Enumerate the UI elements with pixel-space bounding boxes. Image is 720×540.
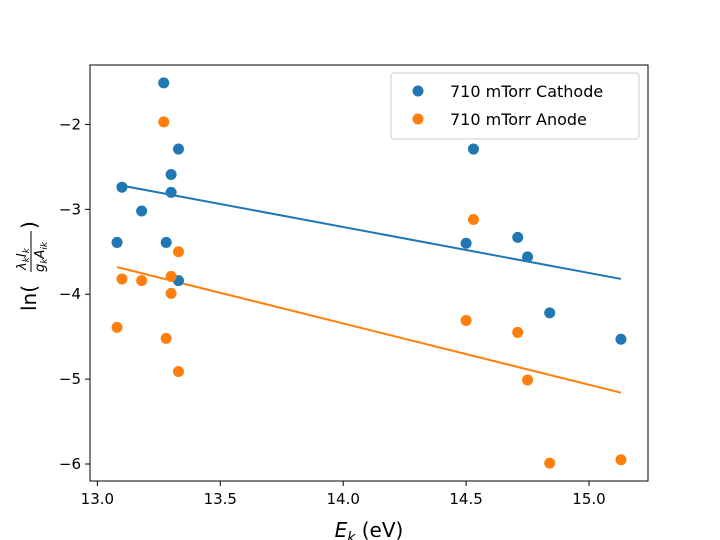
data-point-cathode xyxy=(172,143,184,155)
legend-marker-anode xyxy=(412,113,424,125)
data-point-cathode xyxy=(544,307,556,319)
data-point-anode xyxy=(116,273,128,285)
data-point-anode xyxy=(136,275,148,287)
data-point-cathode xyxy=(165,186,177,198)
fit-line-cathode xyxy=(116,183,622,280)
data-point-anode xyxy=(544,457,556,469)
data-point-cathode xyxy=(136,205,148,217)
y-tick-label: −4 xyxy=(59,285,81,303)
legend-box xyxy=(390,72,640,140)
x-axis-ticks: 13.0 13.5 14.0 14.5 15.0 xyxy=(81,481,606,508)
x-tick-label: 15.0 xyxy=(572,490,605,508)
x-tick-label: 13.5 xyxy=(204,490,237,508)
data-point-anode xyxy=(111,321,123,333)
y-tick-label: −5 xyxy=(59,370,81,388)
x-tick-label: 14.5 xyxy=(449,490,482,508)
fit-lines xyxy=(116,183,622,394)
data-point-cathode xyxy=(512,231,524,243)
y-tick-label: −2 xyxy=(59,115,81,133)
y-tick-label: −3 xyxy=(59,200,81,218)
x-tick-label: 14.0 xyxy=(326,490,359,508)
data-point-cathode xyxy=(467,143,479,155)
data-point-anode xyxy=(522,374,534,386)
data-point-anode xyxy=(615,454,627,466)
x-tick-label: 13.0 xyxy=(81,490,114,508)
data-point-cathode xyxy=(116,181,128,193)
y-axis-label-numerator: λkIk xyxy=(15,247,32,271)
y-axis-label: ln( λkIk gkAik ) xyxy=(15,221,50,311)
data-point-cathode xyxy=(158,77,170,89)
data-point-anode xyxy=(172,365,184,377)
data-point-cathode xyxy=(460,237,472,249)
data-point-anode xyxy=(172,246,184,258)
data-point-anode xyxy=(158,116,170,128)
data-point-anode xyxy=(512,326,524,338)
legend-label-cathode: 710 mTorr Cathode xyxy=(450,82,603,101)
data-point-cathode xyxy=(111,236,123,248)
data-point-anode xyxy=(467,214,479,226)
y-axis-label-close-paren: ) xyxy=(17,221,41,229)
data-point-cathode xyxy=(165,169,177,181)
data-point-cathode xyxy=(522,251,534,263)
y-tick-label: −6 xyxy=(59,455,81,473)
y-axis-label-denominator: gkAik xyxy=(33,241,50,272)
fit-line-anode xyxy=(116,266,622,394)
y-axis-ticks: −2 −3 −4 −5 −6 xyxy=(59,115,90,473)
data-point-anode xyxy=(160,332,172,344)
legend-label-anode: 710 mTorr Anode xyxy=(450,110,587,129)
data-point-anode xyxy=(460,315,472,327)
legend: 710 mTorr Cathode 710 mTorr Anode xyxy=(390,72,640,140)
data-point-anode xyxy=(165,270,177,282)
x-axis-label: Ek (eV) xyxy=(335,518,404,540)
y-axis-label-ln: ln( xyxy=(17,285,41,311)
data-point-cathode xyxy=(160,236,172,248)
data-point-cathode xyxy=(615,333,627,345)
legend-marker-cathode xyxy=(412,85,424,97)
data-points xyxy=(111,77,627,469)
data-point-anode xyxy=(165,287,177,299)
